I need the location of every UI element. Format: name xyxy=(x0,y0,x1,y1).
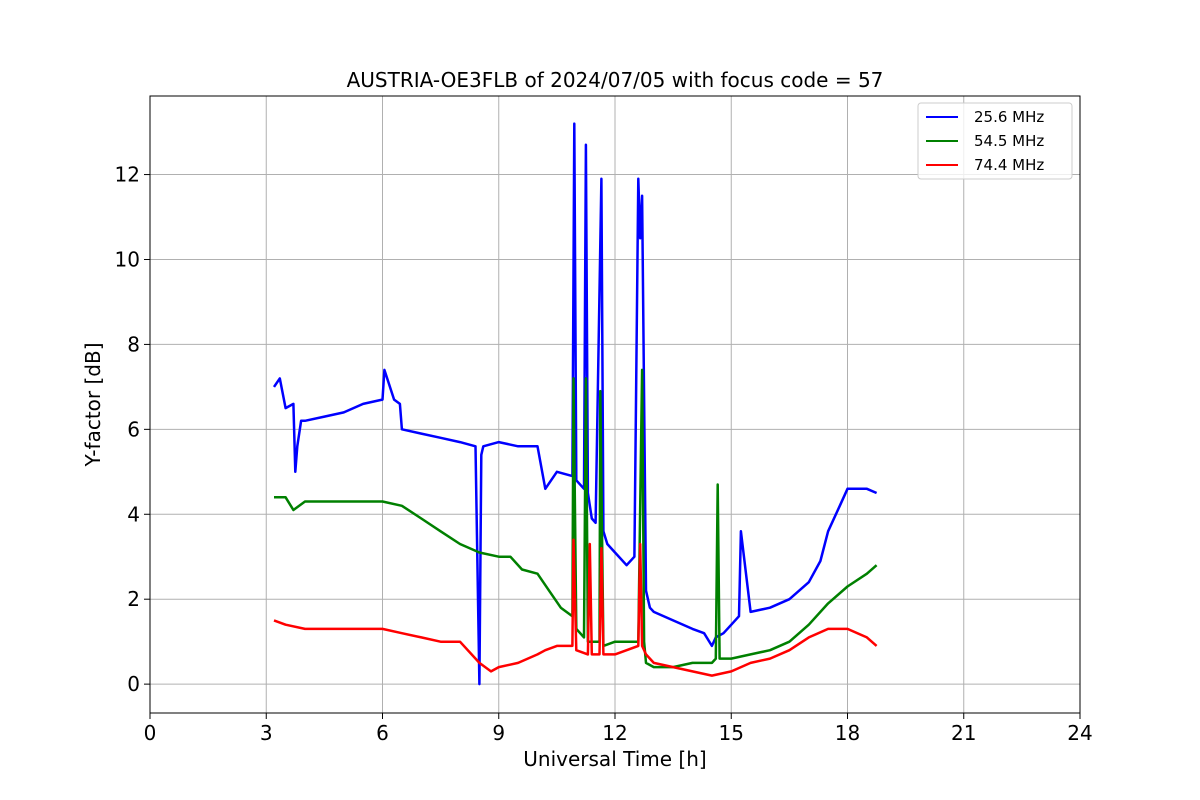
legend-box xyxy=(917,102,1073,180)
x-tick-label: 9 xyxy=(492,721,505,745)
chart-title: AUSTRIA-OE3FLB of 2024/07/05 with focus … xyxy=(347,68,884,92)
legend-label: 25.6 MHz xyxy=(974,108,1044,126)
x-tick-label: 0 xyxy=(144,721,157,745)
y-tick-label: 10 xyxy=(115,247,140,271)
y-tick-label: 8 xyxy=(127,332,140,356)
series-line-2 xyxy=(274,368,878,669)
y-tick-label: 0 xyxy=(127,672,140,696)
x-tick-label: 3 xyxy=(260,721,273,745)
x-axis: 0 3 6 9 12 15 18 21 24 xyxy=(144,713,1093,745)
x-axis-label: Universal Time [h] xyxy=(523,747,706,771)
y-tick-label: 4 xyxy=(127,502,140,526)
legend-label: 54.5 MHz xyxy=(974,132,1044,150)
x-tick-label: 24 xyxy=(1067,721,1092,745)
plot-area xyxy=(272,122,878,686)
x-tick-label: 18 xyxy=(835,721,860,745)
y-axis-label: Y-factor [dB] xyxy=(81,342,105,467)
x-tick-label: 21 xyxy=(951,721,976,745)
y-tick-label: 6 xyxy=(127,417,140,441)
legend: 25.6 MHz 54.5 MHz 74.4 MHz xyxy=(917,102,1073,180)
series-line-1 xyxy=(272,122,878,686)
y-tick-label: 12 xyxy=(115,163,140,187)
y-tick-label: 2 xyxy=(127,587,140,611)
x-tick-label: 15 xyxy=(719,721,744,745)
x-tick-label: 6 xyxy=(376,721,389,745)
x-tick-label: 12 xyxy=(602,721,627,745)
y-axis: 0 2 4 6 8 10 12 xyxy=(115,163,150,696)
legend-label: 74.4 MHz xyxy=(974,156,1044,174)
series-line-3 xyxy=(273,538,878,677)
